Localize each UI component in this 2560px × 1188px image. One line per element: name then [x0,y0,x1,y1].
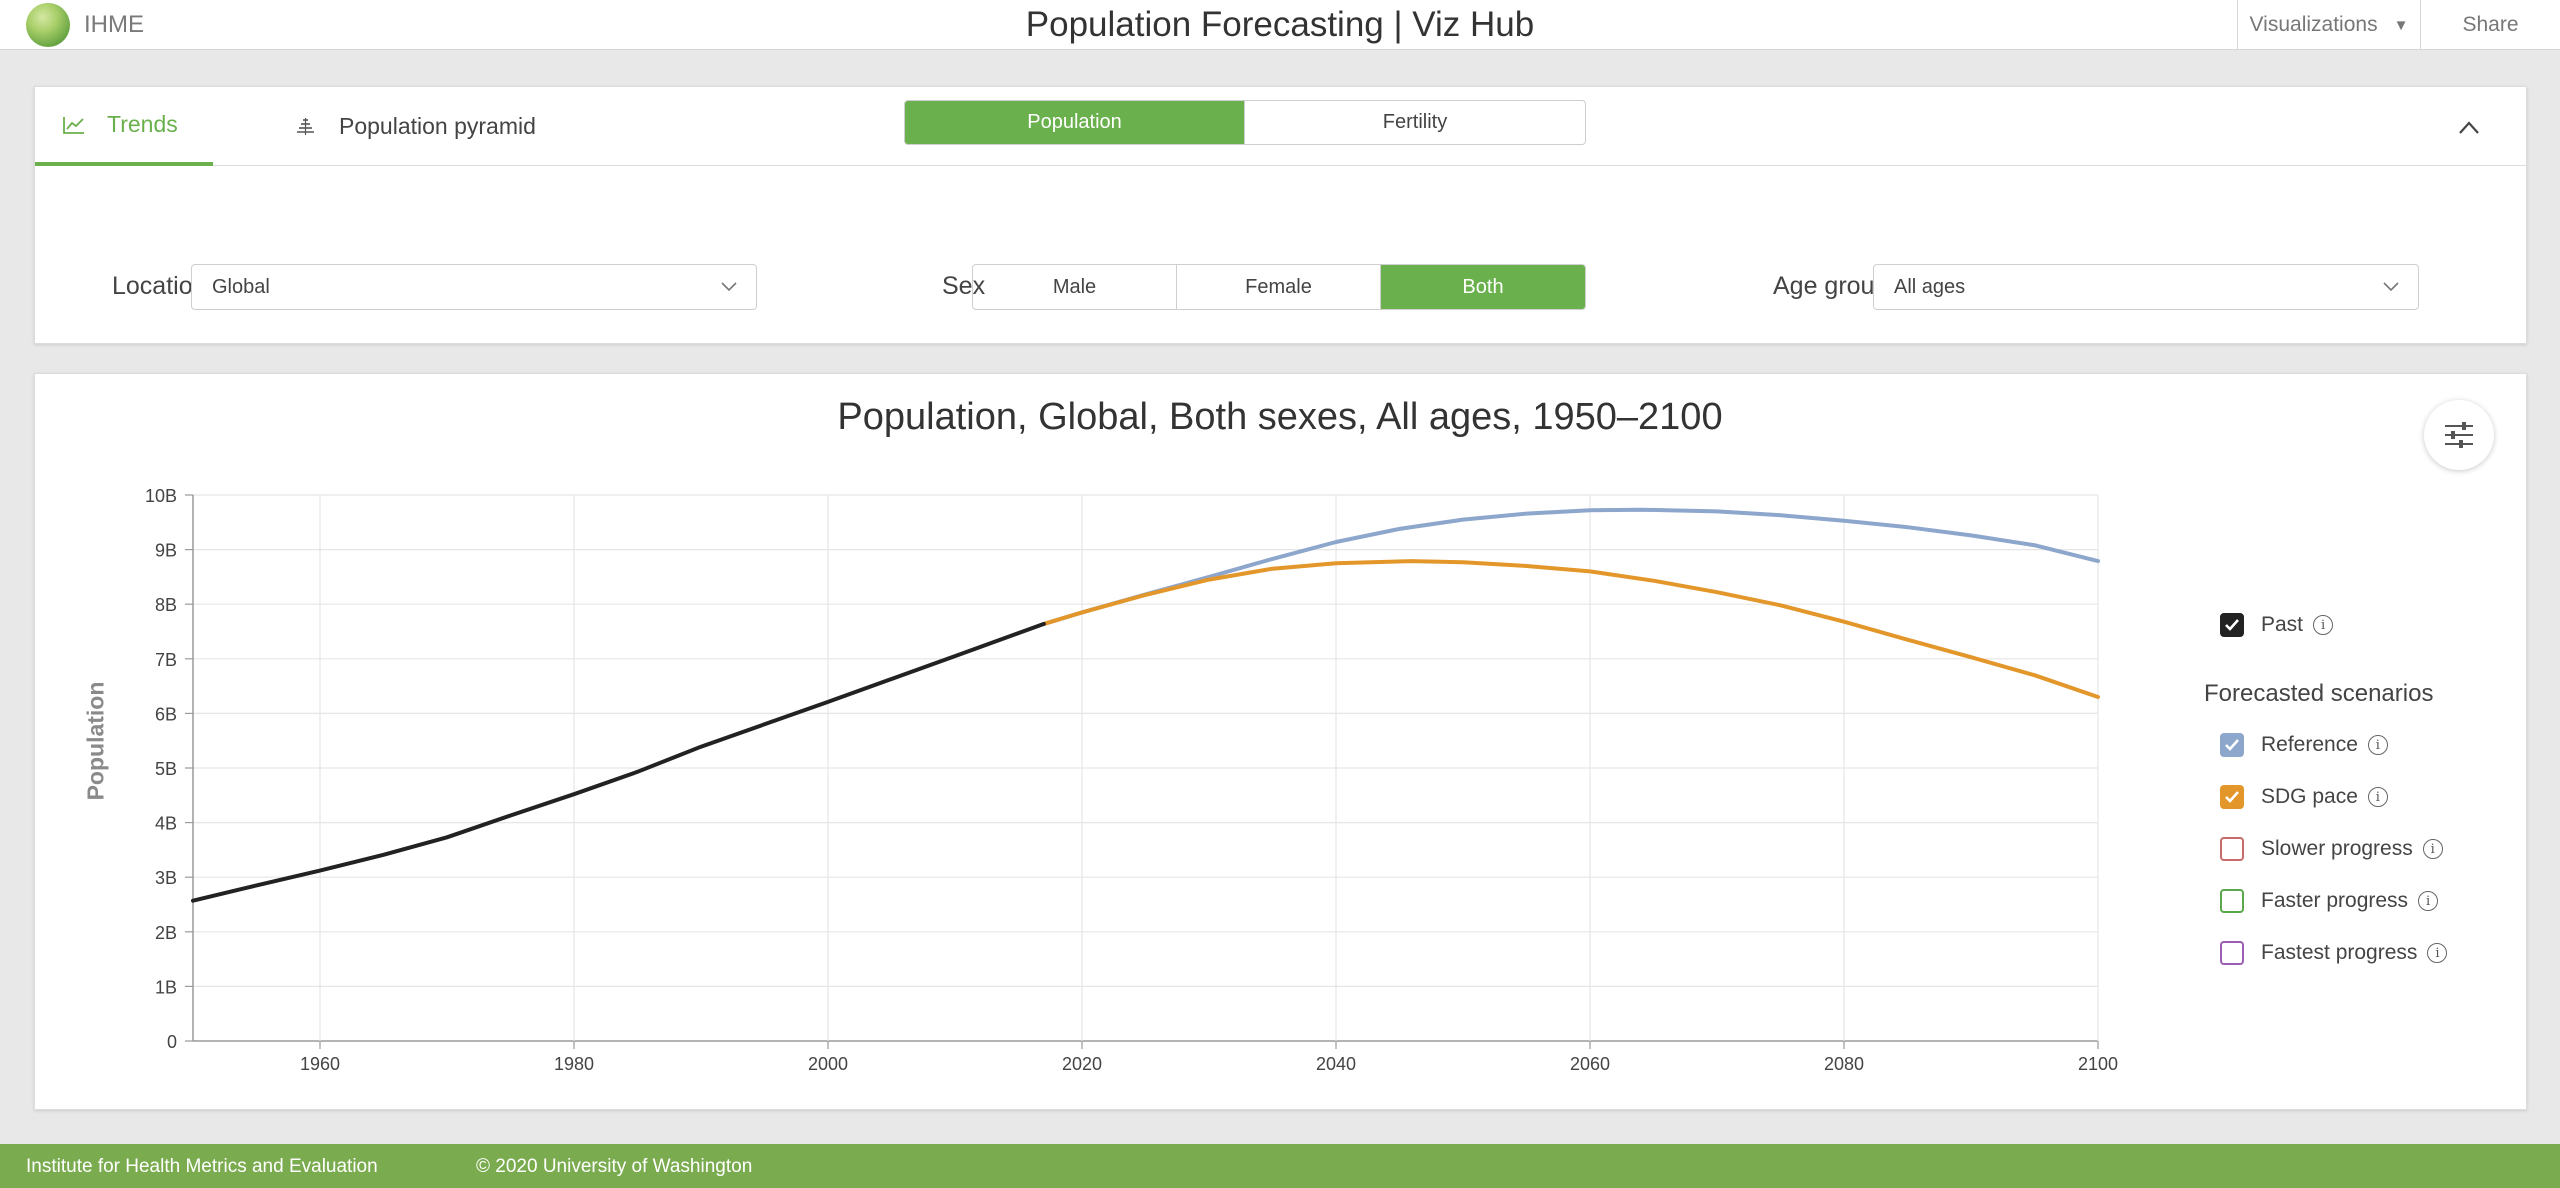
info-icon[interactable]: i [2367,735,2388,755]
visualizations-dropdown[interactable]: Visualizations ▼ [2237,0,2420,50]
collapse-chevron-up-icon[interactable] [2458,119,2480,135]
forecast-scenarios-heading: Forecasted scenarios [2204,680,2434,707]
share-label: Share [2462,13,2519,36]
measure-fertility-button[interactable]: Fertility [1382,111,1448,133]
sdg-pace-checkbox[interactable] [2220,785,2244,809]
location-select[interactable]: Global [191,264,757,310]
sex-toggle: Male Female Both [972,264,1586,310]
sex-male-button[interactable]: Male [973,265,1177,309]
reference-checkbox[interactable] [2220,733,2244,757]
chart-panel [34,373,2527,1110]
legend-reference-label: Reference [2261,733,2358,756]
tab-trends[interactable]: Trends [35,87,213,166]
chevron-down-icon [2383,282,2399,292]
y-tick-label: 6B [155,704,177,724]
y-tick-label: 1B [155,977,177,997]
age-group-label: Age group [1773,272,1889,300]
legend-slower-progress-label: Slower progress [2261,837,2413,860]
y-tick-label: 7B [155,650,177,670]
logo-text[interactable]: IHME [84,11,144,38]
chart-settings-button[interactable] [2424,400,2494,470]
tabs-bar: Trends Population pyramid [35,87,2526,166]
caret-down-icon: ▼ [2393,16,2409,34]
legend-fastest-progress-label: Fastest progress [2261,941,2418,964]
sex-label: Sex [942,272,986,300]
faster-progress-checkbox[interactable] [2220,889,2244,913]
legend-past[interactable]: Past i [2220,612,2334,638]
legend-sdg-pace[interactable]: SDG pace i [2220,784,2388,810]
legend-faster-progress-label: Faster progress [2261,889,2409,912]
ihme-logo-icon[interactable] [26,3,70,47]
x-tick-label: 2000 [808,1054,848,1074]
y-tick-label: 8B [155,595,177,615]
share-button[interactable]: Share [2420,0,2560,50]
visualizations-label: Visualizations [2249,13,2378,36]
tab-population-pyramid-label: Population pyramid [339,113,536,139]
series-line-past [191,621,1046,903]
y-tick-label: 0 [167,1032,177,1052]
x-tick-label: 1960 [300,1054,340,1074]
y-tick-label: 4B [155,814,177,834]
footer-copyright: © 2020 University of Washington [476,1156,753,1177]
legend-slower-progress[interactable]: Slower progress i [2220,836,2443,862]
series-line-sdg-pace [1041,559,2100,699]
x-tick-label: 2020 [1062,1054,1102,1074]
sex-both-button[interactable]: Both [1381,265,1585,309]
x-tick-label: 2100 [2078,1054,2118,1074]
series-line-reference [1041,507,2100,626]
legend-faster-progress[interactable]: Faster progress i [2220,888,2439,914]
x-tick-label: 1980 [554,1054,594,1074]
y-tick-label: 2B [155,923,177,943]
tab-population-pyramid[interactable]: Population pyramid [295,87,536,166]
fastest-progress-checkbox[interactable] [2220,941,2244,965]
slower-progress-checkbox[interactable] [2220,837,2244,861]
x-tick-label: 2080 [1824,1054,1864,1074]
y-tick-label: 5B [155,759,177,779]
x-tick-label: 2040 [1316,1054,1356,1074]
info-icon[interactable]: i [2367,787,2388,807]
pyramid-icon [297,117,314,135]
x-tick-label: 2060 [1570,1054,1610,1074]
location-value: Global [212,275,270,298]
tab-trends-label: Trends [107,111,178,137]
y-tick-label: 3B [155,868,177,888]
chevron-down-icon [721,282,737,292]
age-group-value: All ages [1894,275,1966,298]
measure-toggle: Population Fertility [904,100,1586,145]
info-icon[interactable]: i [2418,891,2439,911]
y-tick-label: 9B [155,541,177,561]
top-header: IHME Population Forecasting | Viz Hub Vi… [0,0,2560,50]
measure-population-button[interactable]: Population [905,101,1245,144]
location-label: Location [112,272,207,300]
chart-title: Population, Global, Both sexes, All ages… [837,396,1723,438]
legend-reference[interactable]: Reference i [2220,732,2388,758]
footer-org[interactable]: Institute for Health Metrics and Evaluat… [26,1156,378,1177]
sliders-icon [2445,422,2473,448]
legend-fastest-progress[interactable]: Fastest progress i [2220,940,2448,966]
legend-sdg-pace-label: SDG pace [2261,785,2358,808]
footer: Institute for Health Metrics and Evaluat… [0,1144,2560,1188]
y-tick-label: 10B [145,486,177,506]
info-icon[interactable]: i [2427,943,2448,963]
age-group-select[interactable]: All ages [1873,264,2419,310]
info-icon[interactable]: i [2422,839,2443,859]
legend-past-label: Past [2261,613,2304,636]
past-checkbox[interactable] [2220,613,2244,637]
line-chart-icon [63,116,84,134]
sex-female-button[interactable]: Female [1177,265,1381,309]
info-icon[interactable]: i [2313,615,2334,635]
app-title: Population Forecasting | Viz Hub [1025,5,1535,44]
